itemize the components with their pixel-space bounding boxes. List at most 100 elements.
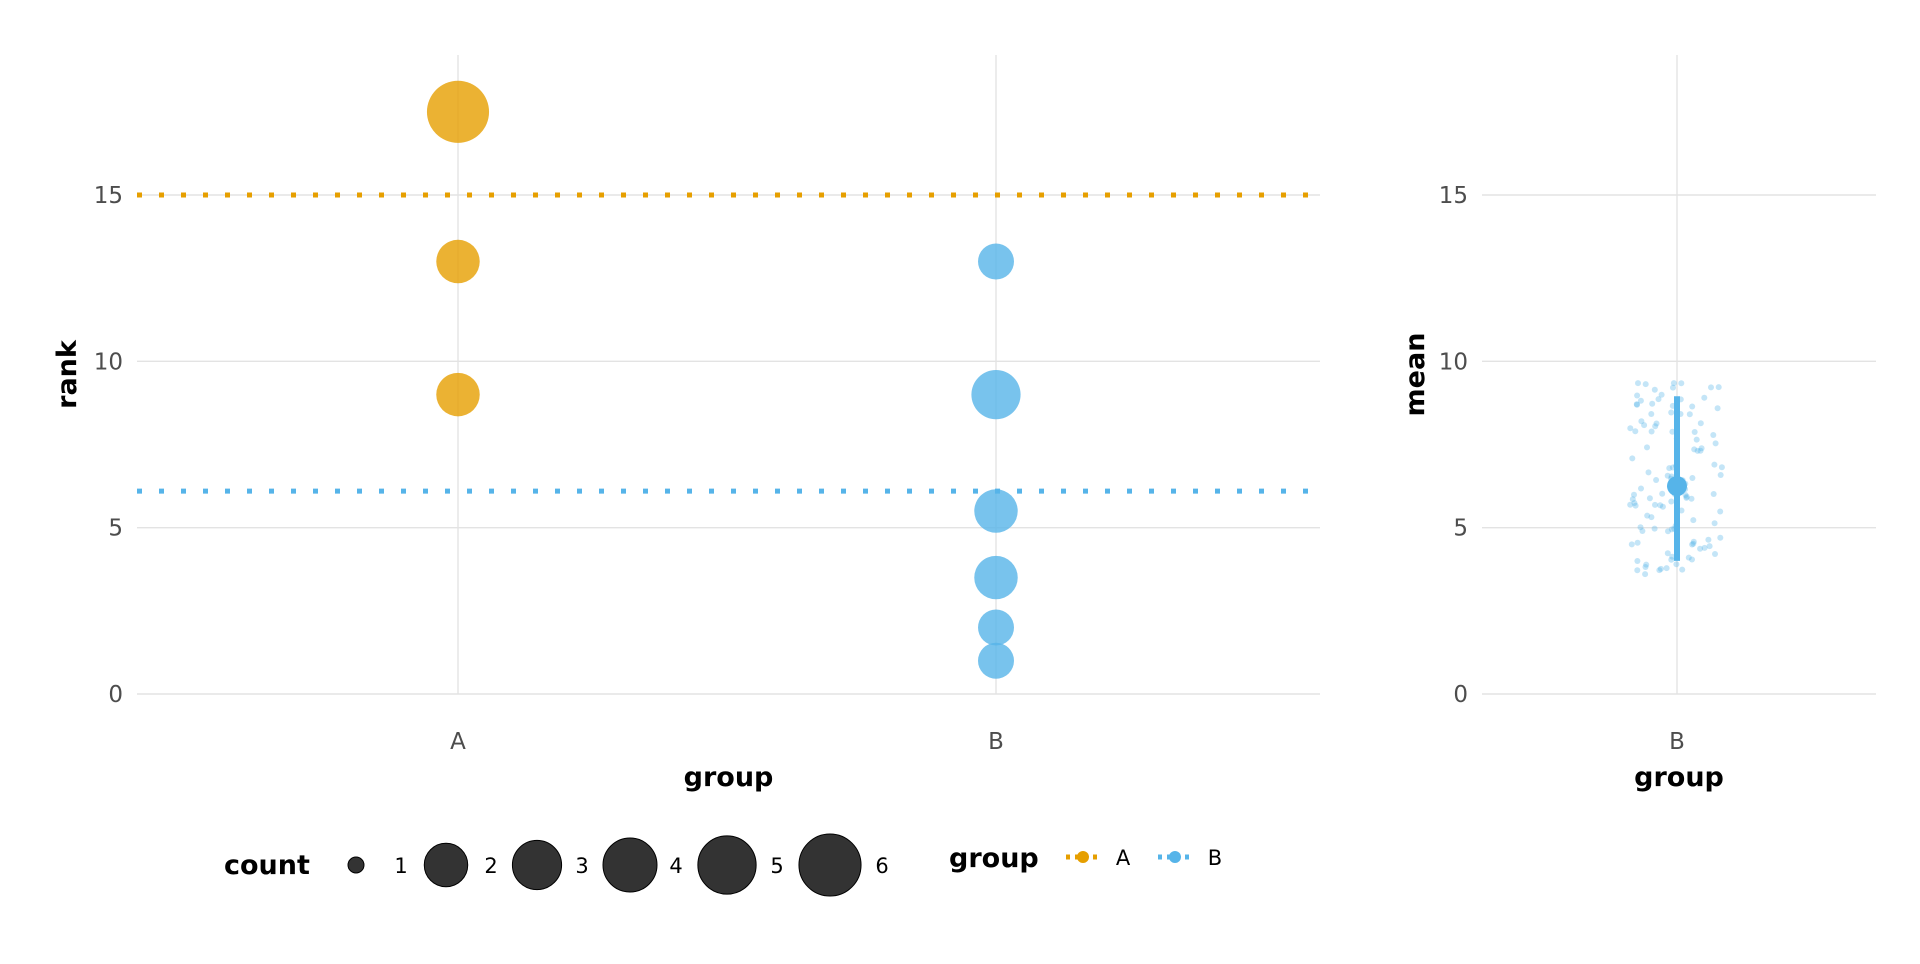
jitter-point bbox=[1637, 397, 1644, 404]
legend-count-label: 6 bbox=[875, 854, 888, 878]
jitter-point bbox=[1652, 423, 1659, 430]
jitter-point bbox=[1666, 465, 1673, 472]
legend-group-title: group bbox=[949, 843, 1039, 874]
jitter-point bbox=[1644, 444, 1650, 451]
jitter-point bbox=[1690, 517, 1697, 524]
jitter-point bbox=[1714, 405, 1721, 412]
jitter-point bbox=[1653, 477, 1660, 483]
jitter-point bbox=[1639, 528, 1646, 534]
jitter-point bbox=[1665, 528, 1671, 535]
jitter-point bbox=[1627, 501, 1634, 508]
bubble-point-b bbox=[974, 555, 1018, 600]
jitter-point bbox=[1644, 512, 1651, 519]
jitter-point bbox=[1708, 384, 1714, 391]
jitter-point bbox=[1690, 538, 1697, 545]
bubble-point-b bbox=[978, 609, 1014, 646]
jitter-point bbox=[1632, 428, 1639, 435]
bubble-point-b bbox=[978, 642, 1014, 679]
jitter-point bbox=[1634, 567, 1641, 574]
legend-count-key bbox=[511, 839, 563, 891]
jitter-point bbox=[1701, 544, 1708, 551]
jitter-point bbox=[1706, 543, 1713, 550]
jitter-point bbox=[1643, 561, 1650, 568]
jitter-point bbox=[1653, 420, 1660, 427]
legend-count-label: 2 bbox=[484, 854, 497, 878]
jitter-point bbox=[1712, 440, 1719, 447]
jitter-point bbox=[1668, 498, 1675, 505]
jitter-point bbox=[1712, 551, 1718, 557]
jitter-point bbox=[1648, 411, 1655, 417]
jitter-point bbox=[1689, 475, 1696, 481]
jitter-point bbox=[1668, 556, 1675, 563]
jitter-point bbox=[1715, 384, 1722, 391]
x-axis-title: group bbox=[1634, 762, 1724, 793]
bubble-point-b bbox=[978, 243, 1014, 280]
jitter-point bbox=[1652, 501, 1658, 508]
jitter-point bbox=[1649, 400, 1656, 407]
jitter-point bbox=[1670, 384, 1676, 391]
jitter-point bbox=[1693, 436, 1700, 443]
legend-count-label: 3 bbox=[575, 854, 588, 878]
x-tick-label: B bbox=[1669, 729, 1685, 755]
bubble-point-b bbox=[974, 489, 1018, 533]
jitter-point bbox=[1705, 536, 1712, 543]
jitter-point bbox=[1688, 495, 1695, 502]
jitter-point bbox=[1631, 500, 1638, 506]
y-tick-label: 10 bbox=[94, 349, 123, 375]
jitter-point bbox=[1659, 503, 1666, 510]
jitter-point bbox=[1627, 425, 1634, 432]
jitter-point bbox=[1691, 446, 1698, 453]
legend-count-label: 1 bbox=[394, 854, 407, 878]
jitter-point bbox=[1642, 381, 1649, 388]
jitter-point bbox=[1635, 380, 1641, 387]
jitter-point bbox=[1710, 491, 1717, 497]
jitter-point bbox=[1664, 472, 1671, 479]
legend-layer: count 1 2 3 4 5 6 group A B bbox=[224, 833, 1222, 897]
jitter-point bbox=[1683, 493, 1690, 500]
jitter-point bbox=[1718, 464, 1725, 471]
jitter-point bbox=[1694, 447, 1701, 454]
jitter-point bbox=[1669, 553, 1676, 560]
x-axis-title: group bbox=[684, 762, 774, 793]
jitter-point bbox=[1648, 514, 1655, 521]
jitter-point bbox=[1648, 428, 1655, 435]
y-tick-label: 5 bbox=[1453, 516, 1468, 542]
jitter-point bbox=[1682, 492, 1689, 498]
bubble-point-a bbox=[436, 372, 480, 417]
y-tick-label: 10 bbox=[1439, 349, 1468, 375]
jitter-point bbox=[1668, 409, 1675, 416]
jitter-point bbox=[1690, 540, 1697, 547]
data-layer bbox=[137, 80, 1725, 679]
jitter-point bbox=[1717, 508, 1724, 515]
y-tick-label: 0 bbox=[1453, 682, 1468, 708]
jitter-point bbox=[1634, 392, 1641, 399]
legend-count-key bbox=[697, 835, 757, 895]
jitter-point bbox=[1655, 396, 1662, 403]
x-tick-label: B bbox=[988, 729, 1004, 755]
jitter-point bbox=[1633, 401, 1640, 408]
jitter-point bbox=[1641, 422, 1648, 429]
jitter-point bbox=[1637, 524, 1644, 531]
legend-group-key-point bbox=[1169, 851, 1181, 863]
jitter-point bbox=[1697, 447, 1704, 454]
bubble-point-a bbox=[436, 239, 480, 284]
legend-count-key bbox=[347, 856, 365, 874]
jitter-point bbox=[1634, 558, 1641, 564]
jitter-point bbox=[1686, 411, 1693, 418]
jitter-point bbox=[1638, 418, 1645, 425]
jitter-point bbox=[1632, 502, 1639, 509]
y-tick-label: 5 bbox=[108, 516, 123, 542]
jitter-point bbox=[1691, 429, 1698, 435]
y-axis-title: rank bbox=[52, 339, 83, 409]
jitter-point bbox=[1678, 380, 1685, 387]
jitter-point bbox=[1670, 380, 1677, 387]
jitter-point bbox=[1651, 386, 1658, 393]
jitter-point bbox=[1631, 491, 1637, 498]
legend-group-label: B bbox=[1208, 846, 1222, 870]
y-tick-label: 15 bbox=[94, 183, 123, 209]
jitter-point bbox=[1689, 403, 1696, 410]
jitter-point bbox=[1697, 420, 1704, 427]
jitter-point bbox=[1657, 565, 1664, 572]
legend-count-title: count bbox=[224, 850, 310, 881]
